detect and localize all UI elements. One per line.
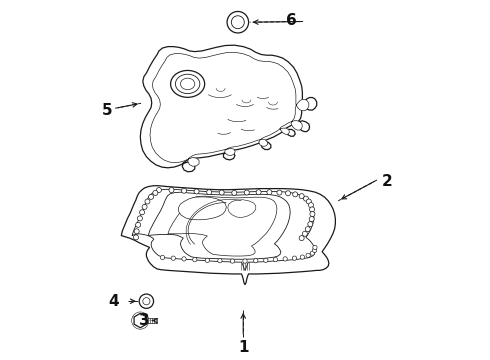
Circle shape	[139, 294, 153, 309]
Circle shape	[306, 253, 310, 257]
Text: 6: 6	[286, 13, 297, 28]
Circle shape	[156, 188, 161, 193]
Ellipse shape	[175, 74, 200, 94]
Circle shape	[148, 194, 153, 199]
Circle shape	[143, 298, 150, 305]
Circle shape	[230, 259, 235, 263]
Circle shape	[207, 190, 212, 195]
Circle shape	[300, 255, 304, 259]
Circle shape	[273, 257, 278, 262]
Circle shape	[302, 231, 307, 236]
Circle shape	[142, 204, 147, 210]
Circle shape	[308, 222, 313, 226]
Circle shape	[169, 188, 174, 193]
Circle shape	[293, 192, 298, 197]
Polygon shape	[140, 45, 317, 172]
Text: 2: 2	[381, 174, 392, 189]
Circle shape	[313, 248, 317, 252]
Circle shape	[277, 190, 282, 195]
Circle shape	[254, 258, 258, 263]
Circle shape	[153, 190, 158, 195]
Circle shape	[310, 212, 315, 217]
Circle shape	[134, 229, 139, 234]
Circle shape	[231, 16, 245, 29]
Circle shape	[137, 216, 143, 221]
Text: 1: 1	[238, 340, 248, 355]
Polygon shape	[132, 189, 315, 270]
Circle shape	[171, 256, 175, 260]
Circle shape	[309, 203, 314, 208]
Circle shape	[299, 194, 304, 199]
Circle shape	[313, 245, 317, 249]
Polygon shape	[148, 192, 290, 259]
Circle shape	[136, 222, 141, 227]
Text: 4: 4	[109, 294, 120, 309]
Polygon shape	[228, 200, 256, 218]
Polygon shape	[122, 186, 335, 285]
Circle shape	[306, 199, 311, 204]
Circle shape	[145, 199, 150, 204]
Polygon shape	[134, 314, 147, 328]
Circle shape	[293, 256, 296, 260]
Circle shape	[181, 188, 187, 193]
Circle shape	[227, 12, 248, 33]
Circle shape	[232, 190, 237, 195]
Circle shape	[243, 259, 247, 263]
Circle shape	[310, 251, 315, 255]
Circle shape	[256, 190, 261, 195]
Polygon shape	[179, 197, 226, 220]
Circle shape	[267, 190, 272, 195]
Circle shape	[305, 226, 310, 231]
Text: 3: 3	[139, 313, 150, 328]
Text: 5: 5	[101, 103, 112, 118]
Circle shape	[218, 258, 222, 263]
Polygon shape	[147, 319, 157, 323]
Circle shape	[182, 257, 186, 261]
Circle shape	[245, 190, 249, 195]
Circle shape	[219, 190, 224, 195]
Circle shape	[133, 235, 139, 240]
Circle shape	[140, 210, 145, 215]
Polygon shape	[150, 52, 309, 166]
Circle shape	[194, 189, 199, 194]
Circle shape	[309, 217, 314, 222]
Circle shape	[205, 258, 210, 262]
Circle shape	[264, 258, 268, 262]
Circle shape	[286, 191, 291, 196]
Circle shape	[160, 255, 165, 260]
Ellipse shape	[180, 78, 195, 90]
Polygon shape	[168, 196, 277, 256]
Circle shape	[299, 235, 304, 240]
Circle shape	[303, 196, 309, 201]
Circle shape	[310, 207, 315, 212]
Circle shape	[283, 257, 287, 261]
Circle shape	[193, 257, 197, 262]
Ellipse shape	[171, 71, 205, 97]
